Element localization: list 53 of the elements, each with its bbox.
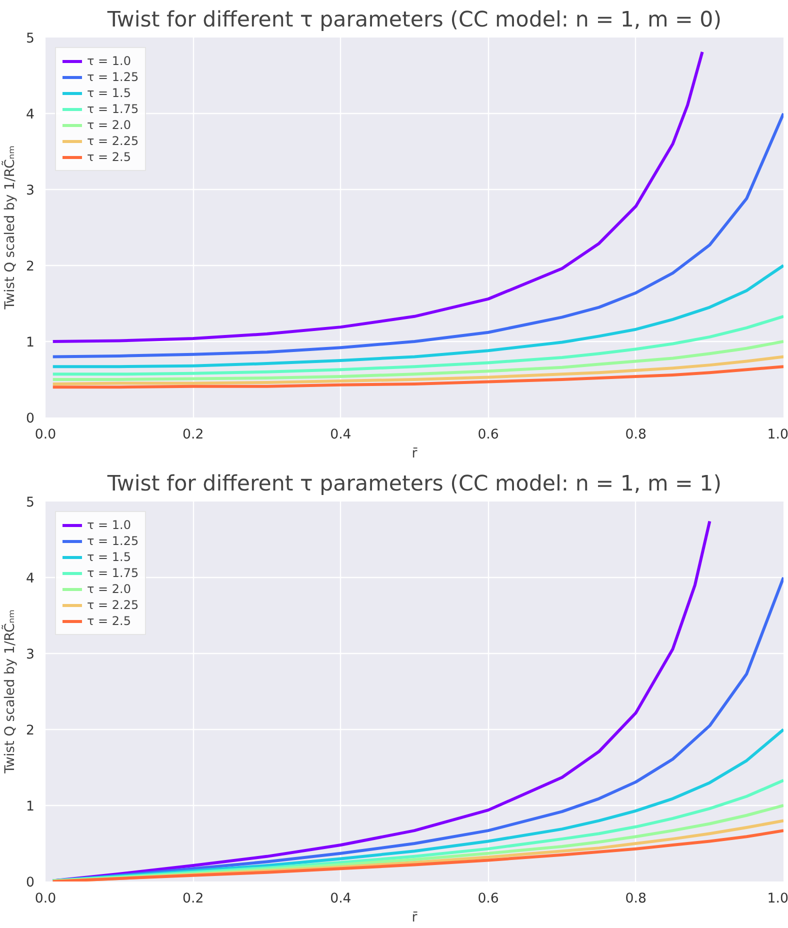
y-tick-label: 1 — [26, 800, 35, 814]
legend-label: τ = 1.5 — [87, 550, 131, 564]
chart-title: Twist for different τ parameters (CC model: n = 1, m = 1) — [106, 472, 722, 496]
y-tick-label: 2 — [26, 724, 35, 738]
line-series — [51, 520, 712, 882]
legend-label: τ = 1.5 — [87, 86, 131, 100]
y-tick-label: 4 — [26, 572, 35, 586]
legend-label: τ = 2.5 — [87, 150, 131, 164]
x-tick-label: 0.2 — [182, 428, 204, 442]
line-series — [51, 264, 784, 368]
line-series — [51, 340, 784, 381]
legend-label: τ = 1.75 — [87, 566, 139, 580]
line-series — [51, 112, 784, 358]
x-tick-label: 0.6 — [478, 892, 499, 906]
x-tick-label: 0.0 — [34, 428, 56, 442]
y-axis-title: Twist Q scaled by 1/RC̃ₙₘ — [2, 146, 18, 310]
legend-label: τ = 2.0 — [87, 582, 131, 596]
x-tick-label: 0.8 — [625, 892, 647, 906]
x-tick-label: 0.4 — [330, 428, 352, 442]
x-tick-label: 1.0 — [767, 428, 788, 442]
line-series — [51, 829, 784, 882]
x-tick-label: 0.4 — [330, 892, 352, 906]
legend-label: τ = 2.25 — [87, 134, 139, 148]
line-series — [51, 314, 784, 376]
x-tick-label: 0.2 — [182, 892, 204, 906]
legend-label: τ = 1.25 — [87, 70, 139, 84]
line-series — [51, 50, 704, 343]
y-tick-label: 5 — [26, 496, 35, 510]
y-axis-title: Twist Q scaled by 1/RC̃ₙₘ — [2, 610, 18, 774]
x-tick-label: 0.8 — [625, 428, 647, 442]
legend-label: τ = 2.0 — [87, 118, 131, 132]
legend-label: τ = 1.75 — [87, 102, 139, 116]
legend-label: τ = 1.0 — [87, 518, 131, 532]
y-tick-label: 2 — [26, 260, 35, 274]
y-tick-label: 5 — [26, 32, 35, 46]
x-tick-label: 0.0 — [34, 892, 56, 906]
y-tick-label: 1 — [26, 336, 35, 350]
legend-label: τ = 2.25 — [87, 598, 139, 612]
x-axis-title: r̄ — [412, 910, 418, 926]
x-axis-title: r̄ — [412, 446, 418, 462]
y-tick-label: 3 — [26, 184, 35, 198]
y-tick-label: 3 — [26, 648, 35, 662]
chart-title: Twist for different τ parameters (CC model: n = 1, m = 0) — [106, 8, 722, 32]
y-tick-label: 0 — [26, 412, 35, 426]
x-tick-label: 0.6 — [478, 428, 499, 442]
legend-label: τ = 1.25 — [87, 534, 139, 548]
line-series — [51, 365, 784, 389]
legend-label: τ = 1.0 — [87, 54, 131, 68]
y-tick-label: 4 — [26, 108, 35, 122]
line-series — [51, 355, 784, 386]
x-tick-label: 1.0 — [767, 892, 788, 906]
y-tick-label: 0 — [26, 876, 35, 890]
legend-label: τ = 2.5 — [87, 614, 131, 628]
